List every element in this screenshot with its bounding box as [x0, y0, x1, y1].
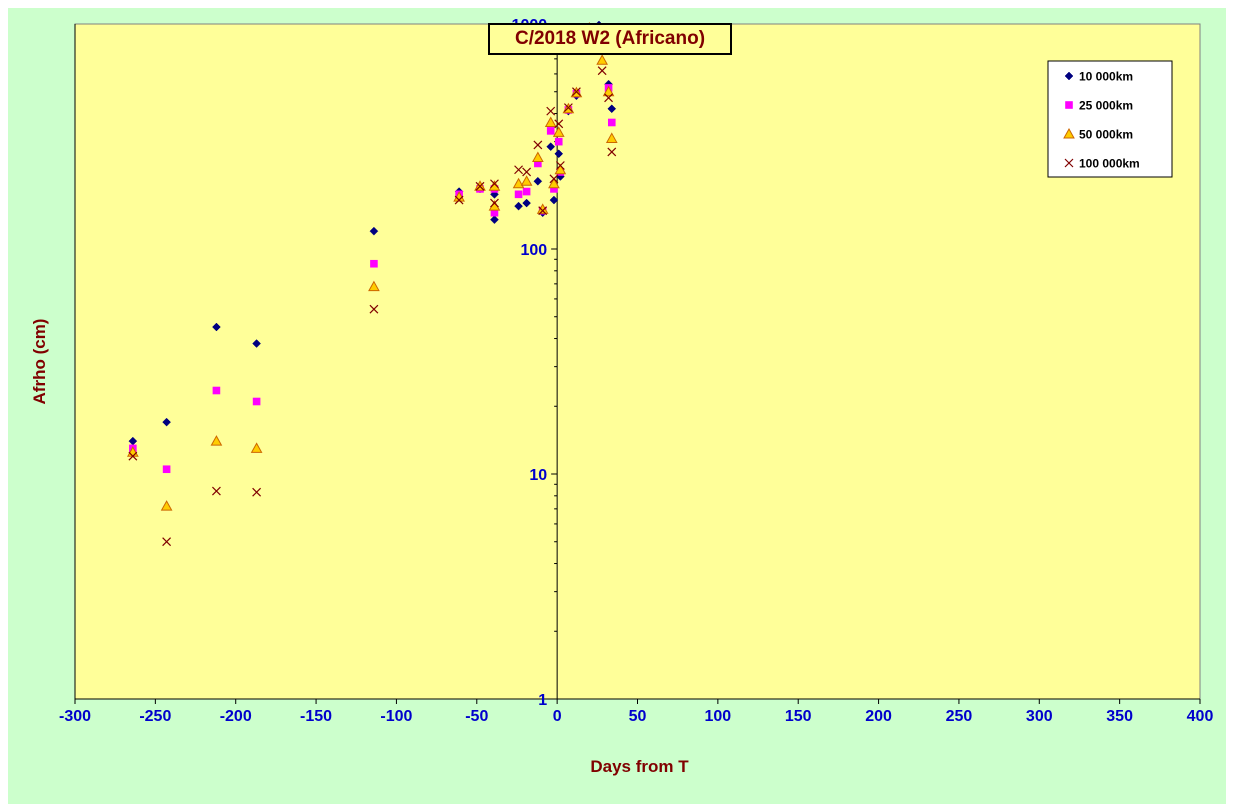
data-point: [596, 54, 608, 65]
y-axis-title: Afrho (cm): [30, 319, 49, 405]
chart-svg: -300 -250 -200 -150 -100 -50 0 50 100 150 200 250 30…: [30, 17, 1214, 776]
data-point: [522, 198, 531, 208]
legend-label: 25 000km: [1079, 99, 1133, 113]
data-point: [607, 104, 617, 114]
data-point: [546, 106, 556, 116]
plot-area: [74, 23, 1201, 700]
data-point: [514, 165, 523, 175]
data-point: [532, 151, 544, 163]
data-point: [550, 185, 558, 193]
x-tick-label: 0: [553, 708, 562, 725]
legend-marker: [1064, 71, 1074, 81]
legend-marker: [1065, 101, 1073, 109]
legend-marker: [1063, 127, 1075, 139]
data-point: [490, 198, 499, 208]
data-point: [162, 465, 171, 474]
x-tick-label: 400: [1187, 708, 1214, 725]
data-point: [604, 93, 613, 103]
legend-marker: [1064, 158, 1074, 168]
data-point: [250, 442, 263, 453]
data-point: [572, 87, 581, 97]
data-point: [538, 206, 548, 216]
data-point: [546, 142, 556, 152]
data-point: [453, 191, 465, 202]
x-tick-label: -100: [380, 708, 412, 725]
data-point: [555, 161, 565, 170]
x-tick-label: 100: [705, 708, 732, 725]
data-point: [546, 127, 555, 135]
data-point: [212, 386, 221, 395]
data-point: [490, 208, 499, 217]
data-point: [605, 132, 618, 143]
data-point: [160, 500, 173, 511]
x-tick-label: 150: [785, 708, 812, 725]
data-point: [369, 226, 379, 236]
x-tick-label: 350: [1106, 708, 1133, 725]
x-tick-label: 200: [865, 708, 892, 725]
data-point: [162, 417, 171, 427]
data-point: [490, 179, 499, 189]
data-point: [212, 322, 221, 332]
data-point: [534, 159, 542, 168]
x-tick-label: 300: [1026, 708, 1053, 725]
data-point: [210, 435, 223, 446]
data-point: [533, 176, 543, 186]
chart-area: -300 -250 -200 -150 -100 -50 0 50 100 150 200 250 30…: [8, 8, 1226, 804]
legend-label: 50 000km: [1079, 128, 1133, 142]
data-point: [128, 451, 138, 461]
series-3: [128, 23, 617, 547]
data-point: [370, 259, 378, 268]
data-point: [597, 66, 607, 76]
data-point: [554, 137, 563, 146]
data-point: [252, 487, 262, 497]
y-tick-label: 10: [529, 467, 547, 484]
x-tick-label: -150: [300, 708, 332, 725]
data-point: [520, 175, 533, 186]
legend-label: 10 000km: [1079, 70, 1133, 84]
data-point: [607, 118, 616, 127]
y-tick-label: 1: [538, 692, 547, 709]
chart-title: C/2018 W2 (Africano): [488, 23, 732, 55]
data-point: [533, 140, 543, 150]
data-point: [212, 486, 221, 496]
data-point: [490, 215, 499, 225]
data-point: [454, 195, 464, 205]
data-point: [368, 280, 380, 292]
data-point: [544, 116, 557, 127]
x-tick-label: -300: [59, 708, 91, 725]
data-point: [563, 103, 573, 113]
legend-box: [1047, 60, 1173, 178]
data-point: [514, 201, 523, 211]
x-tick-label: 50: [629, 708, 647, 725]
legend: 10 000km 25 000km 50 000km 100 000km: [1047, 60, 1173, 178]
data-point: [162, 537, 172, 547]
data-point: [549, 174, 559, 184]
legend-label: 100 000km: [1079, 157, 1140, 171]
y-tick-label: 100: [520, 242, 547, 259]
data-point: [522, 167, 532, 177]
data-point: [252, 339, 261, 348]
x-tick-label: 250: [946, 708, 973, 725]
data-point: [548, 177, 560, 189]
x-axis-title: Days from T: [590, 757, 689, 776]
data-point: [554, 119, 564, 129]
x-tick-label: -250: [139, 708, 171, 725]
data-point: [369, 304, 379, 314]
data-point: [607, 147, 617, 157]
data-point: [522, 187, 531, 196]
data-point: [252, 397, 261, 406]
data-point: [549, 195, 559, 205]
data-point: [552, 126, 565, 137]
data-point: [514, 190, 523, 199]
data-point: [554, 149, 564, 159]
x-tick-label: -200: [220, 708, 252, 725]
data-point: [475, 181, 485, 191]
x-tick-label: -50: [465, 708, 488, 725]
data-point: [602, 85, 615, 97]
data-point: [554, 163, 567, 175]
